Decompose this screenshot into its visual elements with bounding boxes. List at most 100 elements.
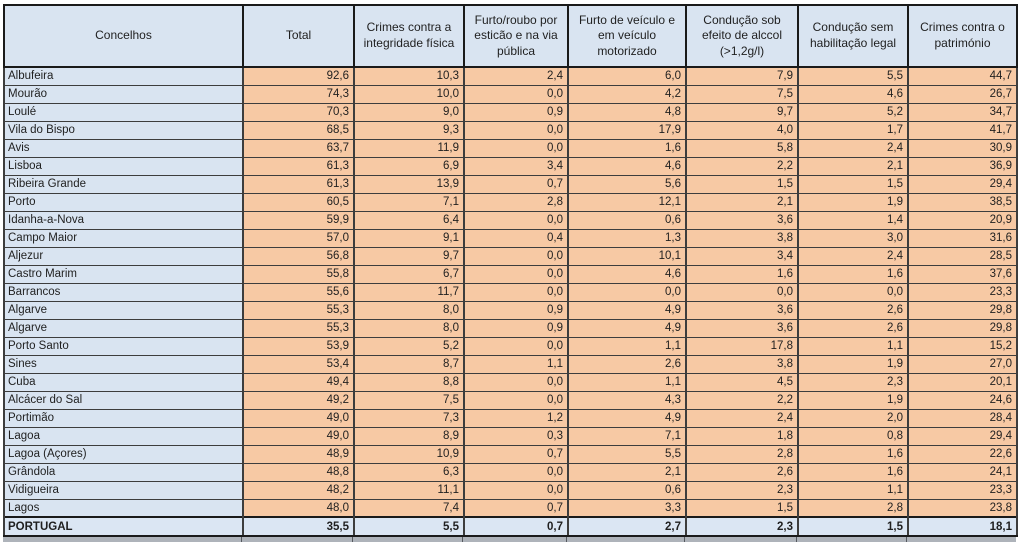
value-cell[interactable]: 0,0 xyxy=(463,120,569,140)
value-cell[interactable]: 10,0 xyxy=(353,84,465,104)
value-cell[interactable]: 29,4 xyxy=(907,426,1018,446)
value-cell[interactable]: 17,8 xyxy=(685,336,799,356)
concelho-name-cell[interactable]: Porto xyxy=(3,192,244,212)
value-cell[interactable]: 1,5 xyxy=(797,174,909,194)
value-cell[interactable]: 0,0 xyxy=(567,282,687,302)
value-cell[interactable]: 3,4 xyxy=(685,246,799,266)
value-cell[interactable]: 1,6 xyxy=(797,444,909,464)
value-cell[interactable]: 55,3 xyxy=(242,300,355,320)
concelho-name-cell[interactable]: Lagos xyxy=(3,498,244,518)
value-cell[interactable]: 61,3 xyxy=(242,156,355,176)
value-cell[interactable]: 4,6 xyxy=(797,84,909,104)
value-cell[interactable]: 7,1 xyxy=(567,426,687,446)
value-cell[interactable]: 2,2 xyxy=(685,156,799,176)
value-cell[interactable]: 4,9 xyxy=(567,408,687,428)
value-cell[interactable]: 1,5 xyxy=(685,498,799,518)
value-cell[interactable]: 28,5 xyxy=(907,246,1018,266)
value-cell[interactable]: 0,8 xyxy=(797,426,909,446)
value-cell[interactable]: 5,5 xyxy=(567,444,687,464)
concelho-name-cell[interactable]: Cuba xyxy=(3,372,244,392)
value-cell[interactable]: 0,9 xyxy=(463,318,569,338)
value-cell[interactable]: 74,3 xyxy=(242,84,355,104)
value-cell[interactable]: 3,4 xyxy=(463,156,569,176)
value-cell[interactable]: 5,8 xyxy=(685,138,799,158)
value-cell[interactable]: 11,1 xyxy=(353,480,465,500)
value-cell[interactable]: 61,3 xyxy=(242,174,355,194)
value-cell[interactable]: 0,0 xyxy=(463,480,569,500)
value-cell[interactable]: 4,2 xyxy=(567,84,687,104)
concelho-name-cell[interactable]: Algarve xyxy=(3,300,244,320)
column-header-concelhos[interactable]: Concelhos xyxy=(3,4,244,68)
value-cell[interactable]: 1,6 xyxy=(797,462,909,482)
concelho-name-cell[interactable]: Alcácer do Sal xyxy=(3,390,244,410)
column-header-total[interactable]: Total xyxy=(242,4,355,68)
value-cell[interactable]: 20,9 xyxy=(907,210,1018,230)
value-cell[interactable]: 3,0 xyxy=(797,228,909,248)
value-cell[interactable]: 1,3 xyxy=(567,228,687,248)
value-cell[interactable]: 4,5 xyxy=(685,372,799,392)
value-cell[interactable]: 2,3 xyxy=(685,480,799,500)
column-header-crimes-integridade[interactable]: Crimes contra a integridade física xyxy=(353,4,465,68)
value-cell[interactable]: 2,1 xyxy=(797,156,909,176)
concelho-name-cell[interactable]: Vila do Bispo xyxy=(3,120,244,140)
value-cell[interactable]: 1,9 xyxy=(797,390,909,410)
concelho-name-cell[interactable]: Porto Santo xyxy=(3,336,244,356)
value-cell[interactable]: 53,4 xyxy=(242,354,355,374)
concelho-name-cell[interactable]: Loulé xyxy=(3,102,244,122)
value-cell[interactable]: 57,0 xyxy=(242,228,355,248)
concelho-name-cell[interactable]: Lagoa xyxy=(3,426,244,446)
value-cell[interactable]: 2,4 xyxy=(685,408,799,428)
value-cell[interactable]: 2,4 xyxy=(797,138,909,158)
value-cell[interactable]: 2,3 xyxy=(797,372,909,392)
value-cell[interactable]: 7,1 xyxy=(353,192,465,212)
concelho-name-cell[interactable]: Algarve xyxy=(3,318,244,338)
concelho-name-cell[interactable]: Idanha-a-Nova xyxy=(3,210,244,230)
value-cell[interactable]: 9,3 xyxy=(353,120,465,140)
concelho-name-cell[interactable]: Castro Marim xyxy=(3,264,244,284)
concelho-name-cell[interactable]: Vidigueira xyxy=(3,480,244,500)
value-cell[interactable]: 49,0 xyxy=(242,426,355,446)
value-cell[interactable]: 8,9 xyxy=(353,426,465,446)
value-cell[interactable]: 9,1 xyxy=(353,228,465,248)
column-header-conducao-sem-habilitacao[interactable]: Condução sem habilitação legal xyxy=(797,4,909,68)
value-cell[interactable]: 92,6 xyxy=(242,66,355,86)
value-cell[interactable]: 24,6 xyxy=(907,390,1018,410)
value-cell[interactable]: 0,0 xyxy=(463,390,569,410)
value-cell[interactable]: 0,0 xyxy=(797,282,909,302)
value-cell[interactable]: 0,6 xyxy=(567,210,687,230)
value-cell[interactable]: 9,7 xyxy=(353,246,465,266)
value-cell[interactable]: 6,9 xyxy=(353,156,465,176)
value-cell[interactable]: 48,9 xyxy=(242,444,355,464)
value-cell[interactable]: 1,4 xyxy=(797,210,909,230)
concelho-name-cell[interactable]: Portimão xyxy=(3,408,244,428)
value-cell[interactable]: 48,0 xyxy=(242,498,355,518)
value-cell[interactable]: 8,8 xyxy=(353,372,465,392)
value-cell[interactable]: 1,1 xyxy=(797,480,909,500)
value-cell[interactable]: 7,5 xyxy=(353,390,465,410)
value-cell[interactable]: 2,8 xyxy=(685,444,799,464)
value-cell[interactable]: 7,5 xyxy=(685,84,799,104)
value-cell[interactable]: 68,5 xyxy=(242,120,355,140)
value-cell[interactable]: 5,5 xyxy=(353,516,465,537)
value-cell[interactable]: 0,3 xyxy=(463,426,569,446)
column-header-conducao-alcool[interactable]: Condução sob efeito de alccol (>1,2g/l) xyxy=(685,4,799,68)
value-cell[interactable]: 0,0 xyxy=(463,282,569,302)
value-cell[interactable]: 48,2 xyxy=(242,480,355,500)
value-cell[interactable]: 9,0 xyxy=(353,102,465,122)
value-cell[interactable]: 30,9 xyxy=(907,138,1018,158)
value-cell[interactable]: 3,8 xyxy=(685,354,799,374)
value-cell[interactable]: 7,4 xyxy=(353,498,465,518)
value-cell[interactable]: 49,2 xyxy=(242,390,355,410)
value-cell[interactable]: 4,9 xyxy=(567,300,687,320)
value-cell[interactable]: 10,1 xyxy=(567,246,687,266)
value-cell[interactable]: 11,9 xyxy=(353,138,465,158)
value-cell[interactable]: 2,6 xyxy=(567,354,687,374)
value-cell[interactable]: 49,0 xyxy=(242,408,355,428)
value-cell[interactable]: 0,7 xyxy=(463,516,569,537)
column-header-furto-roubo[interactable]: Furto/roubo por esticão e na via pública xyxy=(463,4,569,68)
value-cell[interactable]: 9,7 xyxy=(685,102,799,122)
value-cell[interactable]: 5,2 xyxy=(353,336,465,356)
value-cell[interactable]: 23,3 xyxy=(907,282,1018,302)
value-cell[interactable]: 37,6 xyxy=(907,264,1018,284)
value-cell[interactable]: 8,7 xyxy=(353,354,465,374)
